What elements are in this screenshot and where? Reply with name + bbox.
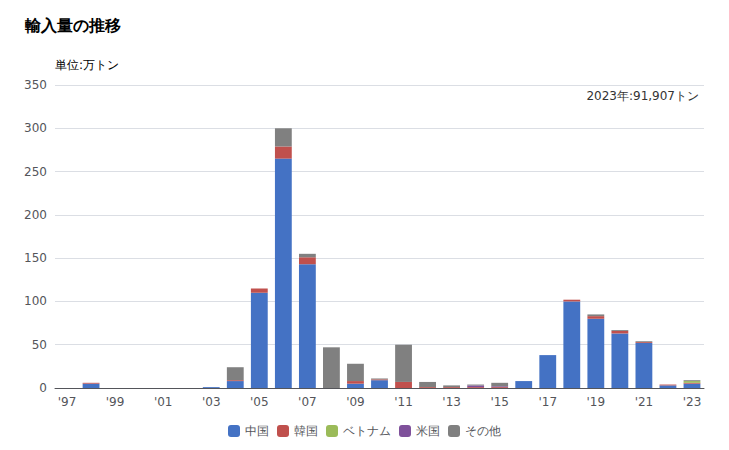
svg-text:'09: '09	[346, 395, 365, 409]
svg-text:中国: 中国	[245, 424, 269, 438]
svg-text:単位:万トン: 単位:万トン	[55, 58, 119, 72]
svg-text:'17: '17	[538, 395, 557, 409]
svg-text:'15: '15	[490, 395, 509, 409]
svg-text:350: 350	[24, 78, 47, 92]
svg-text:'23: '23	[683, 395, 702, 409]
svg-text:250: 250	[24, 165, 47, 179]
svg-text:150: 150	[24, 251, 47, 265]
svg-text:0: 0	[39, 381, 47, 395]
svg-text:200: 200	[24, 208, 47, 222]
svg-text:その他: その他	[465, 424, 501, 438]
svg-text:'03: '03	[202, 395, 221, 409]
svg-text:'97: '97	[58, 395, 77, 409]
svg-text:'19: '19	[587, 395, 606, 409]
svg-text:'05: '05	[250, 395, 269, 409]
svg-text:'13: '13	[442, 395, 461, 409]
svg-text:300: 300	[24, 121, 47, 135]
svg-text:ベトナム: ベトナム	[343, 424, 391, 438]
svg-text:2023年:91,907トン: 2023年:91,907トン	[586, 89, 699, 103]
svg-text:'21: '21	[635, 395, 654, 409]
svg-text:'11: '11	[394, 395, 413, 409]
svg-text:'07: '07	[298, 395, 317, 409]
svg-text:100: 100	[24, 294, 47, 308]
svg-text:'99: '99	[106, 395, 125, 409]
svg-text:韓国: 韓国	[294, 424, 318, 438]
svg-text:'01: '01	[154, 395, 173, 409]
svg-text:米国: 米国	[416, 424, 440, 438]
svg-text:50: 50	[32, 338, 47, 352]
svg-text:輸入量の推移: 輸入量の推移	[24, 16, 121, 35]
